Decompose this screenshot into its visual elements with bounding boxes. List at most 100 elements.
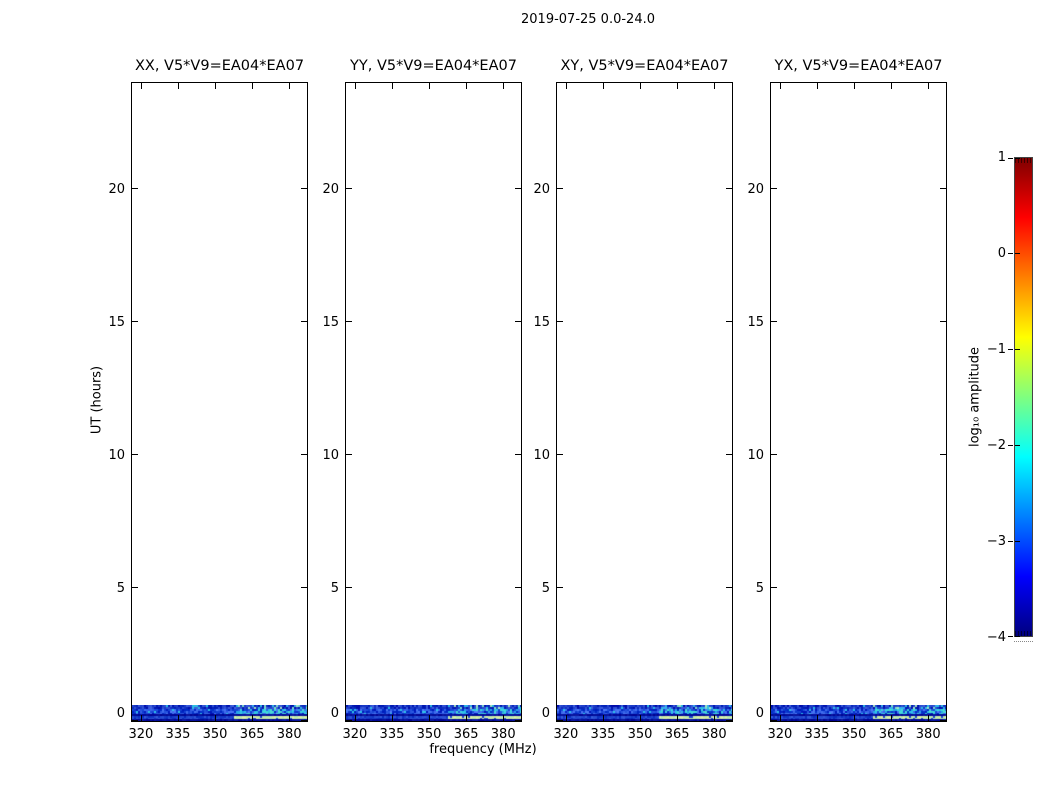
y-tick [132, 188, 138, 190]
x-tick [640, 715, 642, 721]
x-tick-label: 335 [804, 727, 830, 742]
x-tick-label: 350 [627, 727, 653, 742]
y-tick-label: 20 [322, 182, 339, 198]
colorbar-tick [1015, 635, 1020, 637]
colorbar-label: log₁₀ amplitude [967, 346, 983, 448]
subplot-xy: XY, V5*V9=EA04*EA07 0 5 10 15 20 320 335 350 365… [533, 58, 733, 758]
x-tick [640, 83, 642, 89]
colorbar-tick [1008, 252, 1013, 254]
y-tick [771, 587, 777, 589]
x-tick [677, 83, 679, 89]
y-tick-label: 0 [330, 706, 339, 721]
y-tick-label: 20 [747, 182, 764, 198]
x-tick-label: 320 [342, 727, 368, 742]
x-tick [565, 83, 567, 89]
y-tick [940, 587, 946, 589]
y-tick [346, 188, 352, 190]
colorbar-tick [1015, 444, 1020, 446]
y-tick-label: 5 [116, 581, 125, 597]
y-tick [301, 587, 307, 589]
colorbar-tick [1015, 348, 1020, 350]
colorbar-tick-label: −3 [986, 534, 1006, 549]
y-tick [726, 188, 732, 190]
x-tick [854, 715, 856, 721]
x-tick [354, 715, 356, 721]
y-tick [557, 188, 563, 190]
x-tick [354, 83, 356, 89]
y-tick [557, 454, 563, 456]
x-tick-label: 335 [165, 727, 191, 742]
y-tick [726, 720, 732, 721]
y-tick [940, 454, 946, 456]
y-tick-label: 5 [330, 581, 339, 597]
x-tick-label: 350 [202, 727, 228, 742]
colorbar-bottom-dots [1014, 641, 1033, 642]
x-tick [503, 715, 505, 721]
y-tick-label: 15 [747, 315, 764, 331]
subplot-xx-plot-area: 0 5 10 15 20 320 335 350 365 380 [108, 82, 308, 742]
x-tick-label: 335 [379, 727, 405, 742]
x-tick-label: 365 [239, 727, 265, 742]
x-tick [215, 715, 217, 721]
y-axis-label: UT (hours) [89, 365, 105, 435]
y-tick [301, 188, 307, 190]
y-tick-label: 20 [108, 182, 125, 198]
subplot-yy-waterfall-strip [346, 705, 521, 721]
subplot-yy-title: YY, V5*V9=EA04*EA07 [350, 58, 517, 74]
x-tick-label: 365 [664, 727, 690, 742]
x-tick-label: 320 [128, 727, 154, 742]
x-tick-label: 380 [701, 727, 727, 742]
x-tick [252, 715, 254, 721]
x-tick [565, 715, 567, 721]
subplot-xx-title: XX, V5*V9=EA04*EA07 [134, 58, 305, 74]
y-tick-label: 0 [116, 706, 125, 721]
x-tick-label: 350 [841, 727, 867, 742]
colorbar-top-hatch [1015, 158, 1032, 163]
x-tick [928, 83, 930, 89]
y-tick [771, 321, 777, 323]
y-tick [557, 321, 563, 323]
y-tick-label: 5 [541, 581, 550, 597]
x-tick [140, 83, 142, 89]
colorbar: 1 0 −1 −2 −3 −4 [987, 150, 1033, 645]
colorbar-tick [1015, 252, 1020, 254]
colorbar-tick [1008, 348, 1013, 350]
y-tick-label: 20 [533, 182, 550, 198]
colorbar-tick-label: −4 [986, 630, 1006, 645]
x-tick-label: 335 [590, 727, 616, 742]
y-tick [726, 454, 732, 456]
y-tick [132, 321, 138, 323]
y-tick [771, 188, 777, 190]
x-tick [289, 715, 291, 721]
x-tick [602, 715, 604, 721]
x-tick [429, 83, 431, 89]
x-tick [503, 83, 505, 89]
y-tick [132, 454, 138, 456]
colorbar-tick [1008, 444, 1013, 446]
x-tick [466, 83, 468, 89]
colorbar-tick-label: −2 [986, 438, 1006, 453]
subplot-xy-title: XY, V5*V9=EA04*EA07 [560, 58, 729, 74]
y-tick-label: 10 [533, 448, 550, 464]
x-tick [854, 83, 856, 89]
subplot-xx-waterfall-strip [132, 705, 307, 721]
x-tick [816, 83, 818, 89]
x-tick-label: 320 [767, 727, 793, 742]
subplot-yx: YX, V5*V9=EA04*EA07 0 5 10 15 20 320 335 350 365… [747, 58, 947, 758]
subplot-yx-waterfall-strip [771, 705, 946, 721]
x-tick [714, 83, 716, 89]
y-tick-label: 15 [108, 315, 125, 331]
y-tick [515, 454, 521, 456]
figure-title: 2019-07-25 0.0-24.0 [521, 12, 655, 27]
y-tick-label: 15 [533, 315, 550, 331]
x-tick [252, 83, 254, 89]
colorbar-tick [1015, 157, 1020, 159]
colorbar-tick-label: 1 [997, 150, 1006, 165]
x-tick [177, 83, 179, 89]
x-tick-label: 380 [276, 727, 302, 742]
y-tick [301, 321, 307, 323]
subplot-yy-plot-area: 0 5 10 15 20 320 335 350 365 380 [322, 82, 522, 742]
x-tick [891, 83, 893, 89]
x-tick [677, 715, 679, 721]
